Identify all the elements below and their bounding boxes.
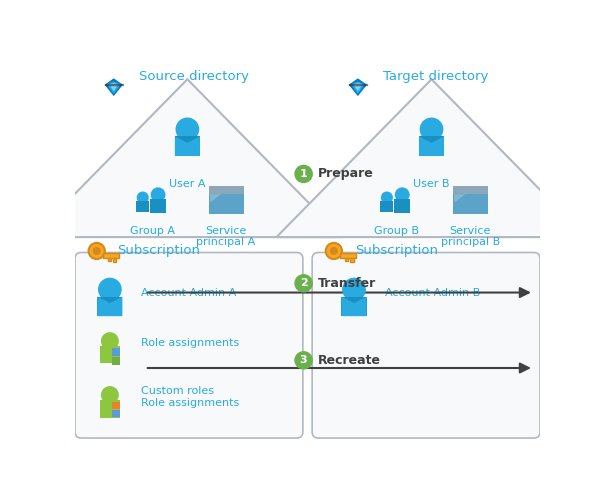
Polygon shape — [353, 83, 362, 92]
Circle shape — [342, 278, 366, 301]
Circle shape — [295, 351, 313, 370]
Circle shape — [137, 192, 149, 203]
FancyBboxPatch shape — [112, 357, 119, 365]
Circle shape — [381, 192, 393, 203]
Polygon shape — [104, 78, 123, 96]
Polygon shape — [175, 136, 200, 156]
Text: 2: 2 — [300, 278, 308, 288]
Circle shape — [92, 247, 101, 255]
Polygon shape — [351, 82, 365, 94]
FancyBboxPatch shape — [100, 346, 119, 362]
FancyBboxPatch shape — [340, 254, 356, 258]
FancyBboxPatch shape — [75, 252, 303, 438]
Circle shape — [101, 332, 119, 350]
Circle shape — [330, 247, 338, 255]
FancyBboxPatch shape — [112, 402, 119, 409]
FancyBboxPatch shape — [113, 258, 116, 262]
FancyBboxPatch shape — [175, 136, 200, 156]
Circle shape — [419, 118, 443, 141]
FancyBboxPatch shape — [103, 254, 119, 258]
FancyBboxPatch shape — [97, 296, 122, 316]
Polygon shape — [107, 82, 121, 94]
FancyBboxPatch shape — [112, 348, 119, 356]
Text: Service
principal A: Service principal A — [197, 226, 256, 247]
Text: Subscription: Subscription — [118, 244, 200, 258]
Text: Account Admin A: Account Admin A — [141, 288, 236, 298]
FancyBboxPatch shape — [350, 258, 353, 262]
Polygon shape — [277, 79, 587, 237]
Text: Role assignments: Role assignments — [141, 338, 239, 348]
Text: Custom roles
Role assignments: Custom roles Role assignments — [141, 386, 239, 408]
FancyBboxPatch shape — [394, 199, 410, 212]
Text: Transfer: Transfer — [317, 277, 376, 290]
Text: Subscription: Subscription — [355, 244, 438, 258]
FancyBboxPatch shape — [100, 400, 119, 418]
Text: User A: User A — [169, 180, 206, 190]
Text: Group A: Group A — [130, 226, 175, 235]
Polygon shape — [349, 78, 367, 96]
FancyBboxPatch shape — [380, 201, 394, 212]
FancyBboxPatch shape — [312, 252, 540, 438]
FancyBboxPatch shape — [209, 186, 244, 214]
Circle shape — [151, 188, 166, 202]
Text: 3: 3 — [300, 356, 307, 366]
Circle shape — [295, 164, 313, 183]
Text: Prepare: Prepare — [317, 168, 373, 180]
Polygon shape — [109, 83, 118, 92]
FancyBboxPatch shape — [419, 136, 444, 156]
Text: 1: 1 — [300, 169, 308, 179]
FancyBboxPatch shape — [209, 186, 244, 194]
FancyBboxPatch shape — [112, 410, 119, 418]
Text: User B: User B — [413, 180, 450, 190]
FancyBboxPatch shape — [453, 186, 488, 194]
Polygon shape — [419, 136, 444, 156]
Circle shape — [98, 278, 122, 301]
Text: Target directory: Target directory — [383, 70, 488, 84]
FancyBboxPatch shape — [136, 201, 149, 212]
FancyBboxPatch shape — [150, 199, 166, 212]
FancyBboxPatch shape — [453, 186, 488, 214]
Circle shape — [101, 386, 119, 404]
Polygon shape — [210, 194, 221, 202]
Circle shape — [176, 118, 199, 141]
Text: Recreate: Recreate — [317, 354, 380, 367]
FancyBboxPatch shape — [109, 258, 111, 261]
Polygon shape — [454, 194, 466, 202]
Circle shape — [326, 243, 342, 259]
FancyBboxPatch shape — [104, 84, 123, 86]
Text: Source directory: Source directory — [139, 70, 248, 84]
FancyBboxPatch shape — [349, 84, 367, 86]
Polygon shape — [341, 296, 367, 316]
Circle shape — [295, 274, 313, 292]
Circle shape — [89, 243, 105, 259]
FancyBboxPatch shape — [346, 258, 349, 261]
Text: Service
principal B: Service principal B — [440, 226, 500, 247]
FancyBboxPatch shape — [341, 296, 367, 316]
Circle shape — [395, 188, 410, 202]
Polygon shape — [32, 79, 343, 237]
Text: Group B: Group B — [374, 226, 419, 235]
Text: Account Admin B: Account Admin B — [385, 288, 480, 298]
Polygon shape — [97, 296, 122, 316]
